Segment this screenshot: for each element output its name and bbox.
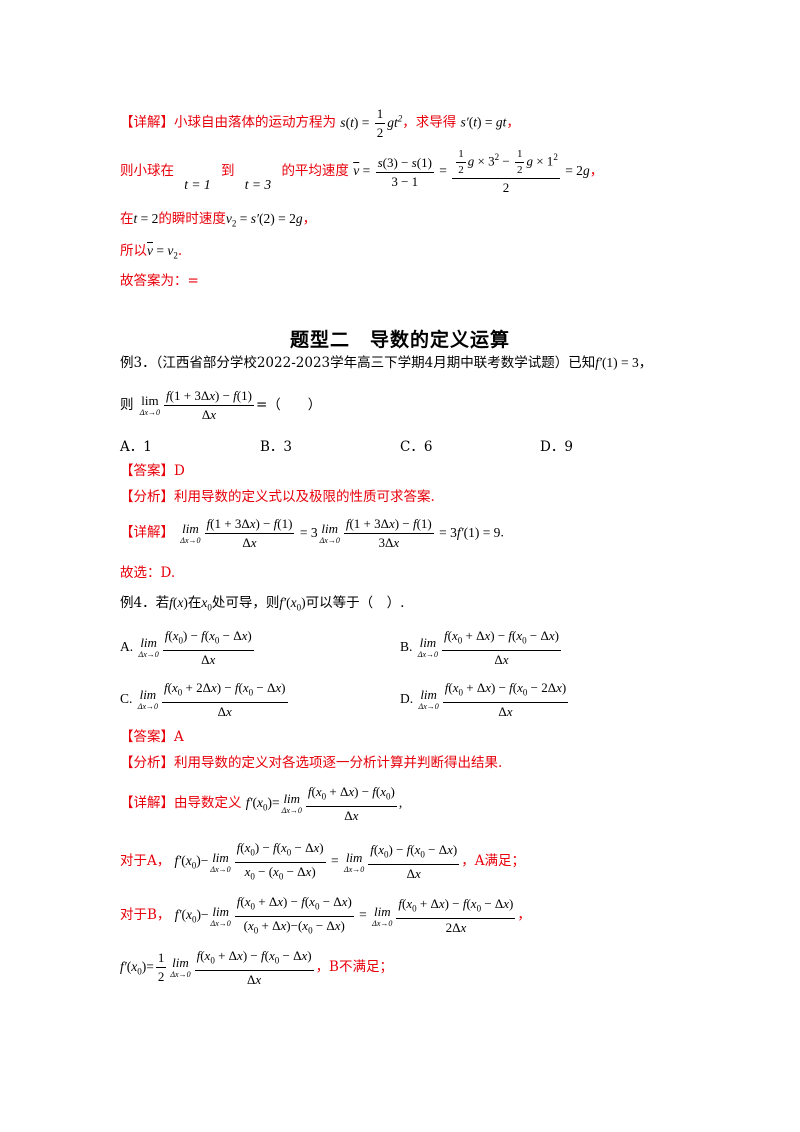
- equation-motion: s(t) = 1 2 gt2: [340, 106, 403, 140]
- ex4-analysis: 【分析】利用导数的定义对各选项逐一分析计算并判断得出结果.: [120, 755, 503, 771]
- section-heading: 题型二 导数的定义运算: [289, 329, 510, 351]
- ex4-for-a: 对于A， f′(x0)− lim Δx→0 f(x0) − f(x0 − Δx) x0 …: [120, 840, 525, 882]
- detail-line-4: 所以v = v2.: [120, 243, 183, 261]
- example-3-question: 则 lim Δx→0 f(1 + 3Δx) − f(1) Δx =（ ）: [120, 388, 322, 422]
- ex4-detail: 【详解】由导数定义 f′(x0)= lim Δx→0 f(x0 + Δx) − f(x…: [120, 784, 403, 823]
- example-4-title: 例4．若f(x)在x0处可导，则f′(x0)可以等于（ ）.: [120, 595, 405, 613]
- ex4-for-b: 对于B， f′(x0)− lim Δx→0 f(x0 + Δx) − f(x0 − Δ…: [120, 894, 531, 936]
- detail-line-1: 【详解】小球自由落体的运动方程为 s(t) = 1 2 gt2，求导得 s′(t) …: [120, 106, 520, 140]
- equation-derivative: s′(t) = gt: [460, 114, 507, 130]
- ex3-answer: 【答案】D: [120, 463, 185, 479]
- ex3-detail: 【详解】 lim Δx→0 f(1 + 3Δx) − f(1) Δx = 3 lim Δx…: [120, 516, 504, 550]
- ex3-choose: 故选：D.: [120, 565, 176, 581]
- ex3-option-c: C．6: [400, 439, 433, 455]
- ex3-analysis: 【分析】利用导数的定义式以及极限的性质可求答案.: [120, 489, 435, 505]
- ex4-answer: 【答案】A: [120, 729, 184, 745]
- detail-tag: 【详解】: [120, 114, 174, 131]
- ex4-option-a: A. lim Δx→0 f(x0) − f(x0 − Δx) Δx: [120, 628, 254, 667]
- ex3-option-b: B．3: [260, 439, 293, 455]
- detail-line-2: 则小球在 t = 1 到 t = 3 的平均速度 v = s(3) − s(1)…: [120, 148, 604, 195]
- example-3-title: 例3．（江西省部分学校2022-2023学年高三下学期4月期中联考数学试题）已知…: [120, 355, 653, 371]
- ex4-b-conclusion: f′(x0)= 1 2 lim Δx→0 f(x0 + Δx) − f(x0 − Δx) Δ…: [120, 948, 393, 987]
- ex3-option-d: D．9: [540, 439, 573, 455]
- ex4-option-b: B. lim Δx→0 f(x0 + Δx) − f(x0 − Δx) Δx: [400, 628, 561, 667]
- ex4-option-d: D. lim Δx→0 f(x0 + Δx) − f(x0 − 2Δx) Δx: [400, 680, 569, 719]
- ex4-option-c: C. lim Δx→0 f(x0 + 2Δx) − f(x0 − Δx) Δx: [120, 680, 288, 719]
- detail-line-3: 在t = 2的瞬时速度v2 = s′(2) = 2g，: [120, 211, 317, 229]
- ex3-option-a: A．1: [120, 439, 152, 455]
- final-answer-line: 故答案为：=: [120, 273, 199, 289]
